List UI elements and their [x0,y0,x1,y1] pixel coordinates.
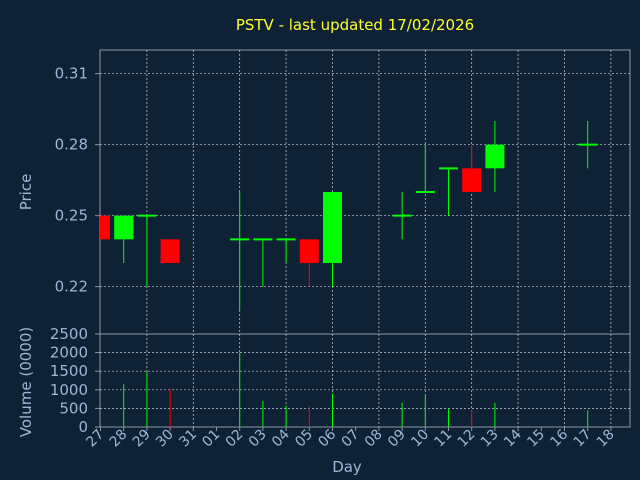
x-tick-label: 18 [594,427,618,451]
candle-body [323,192,342,263]
x-tick-label: 07 [339,427,363,451]
volume-tick-label: 500 [59,399,88,417]
price-tick-label: 0.22 [55,278,88,296]
candle-body [299,239,319,263]
x-tick-label: 10 [408,427,432,451]
x-tick-label: 13 [478,427,502,451]
price-tick-label: 0.31 [55,65,88,83]
price-tick-label: 0.28 [55,136,88,154]
x-tick-label: 04 [269,426,293,450]
x-tick-label: 28 [107,427,131,451]
candle-body [485,144,505,169]
candle-body [100,215,110,240]
x-tick-label: 31 [176,427,200,451]
volume-tick-label: 1500 [50,362,88,380]
x-tick-label: 30 [153,427,177,451]
price-axis-title: Price [17,174,35,211]
x-tick-label: 11 [431,427,455,451]
x-tick-label: 15 [524,427,548,451]
x-tick-label: 17 [571,427,595,451]
x-axis-title: Day [332,458,362,476]
price-panel-frame [99,49,631,335]
volume-panel-frame [99,333,631,428]
x-tick-label: 08 [362,427,386,451]
x-tick-label: 06 [315,426,339,450]
x-tick-label: 14 [501,426,525,450]
price-tick-label: 0.25 [55,207,88,225]
x-tick-label: 03 [246,427,270,451]
volume-axis-title: Volume (0000) [17,327,35,437]
x-tick-label: 29 [130,427,154,451]
x-tick-label: 09 [385,427,409,451]
candle-body [462,168,482,192]
volume-tick-label: 2000 [50,344,88,362]
x-tick-label: 02 [223,427,247,451]
candle-body [160,239,180,263]
volume-tick-label: 1000 [50,381,88,399]
x-tick-label: 05 [292,427,316,451]
x-tick-label: 12 [455,427,479,451]
candle-body [114,215,134,240]
volume-tick-label: 2500 [50,325,88,343]
volume-tick-label: 0 [78,418,88,436]
chart-title: PSTV - last updated 17/02/2026 [236,16,474,34]
x-tick-label: 16 [547,426,571,450]
x-tick-label: 01 [199,427,223,451]
